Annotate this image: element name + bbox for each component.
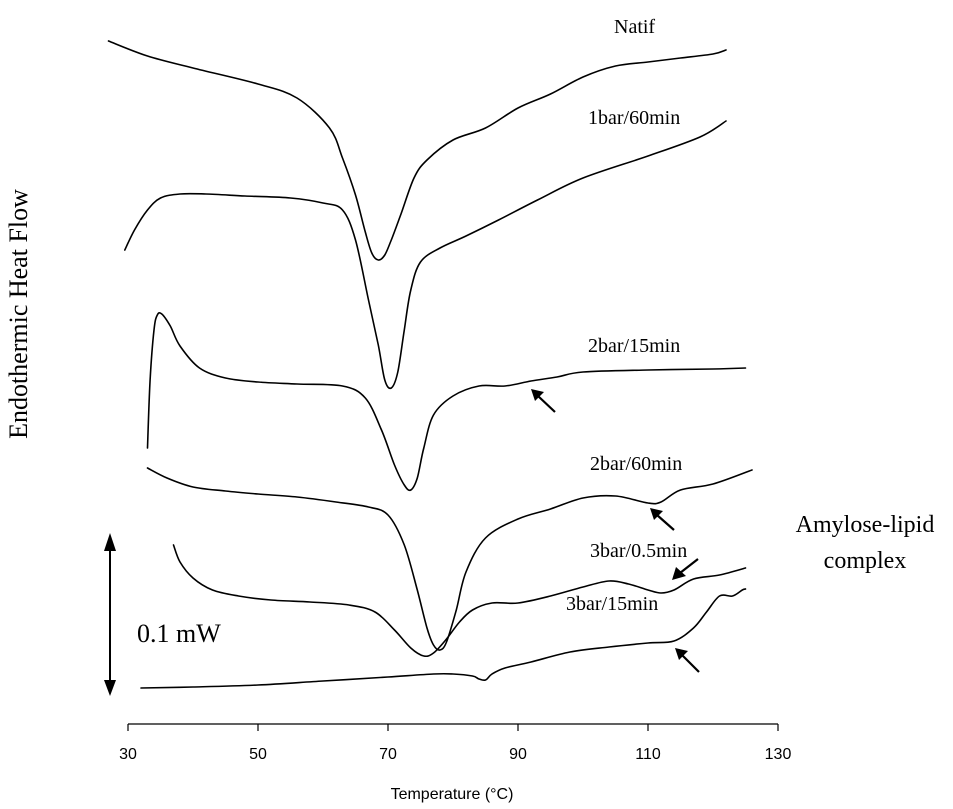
y-axis-title: Endothermic Heat Flow [4,189,33,439]
x-tick-label: 70 [379,746,397,763]
x-axis: 30 50 70 90 110 130 Temperature (°C) [119,723,792,803]
series-label-natif: Natif [614,16,655,38]
curves-group [107,40,753,689]
curve-2bar-15min [146,312,747,492]
x-tick-label: 30 [119,746,137,763]
series-label-3bar-0-5min: 3bar/0.5min [590,540,687,562]
scale-bar-label: 0.1 mW [137,619,221,648]
series-label-2bar-60min: 2bar/60min [590,453,682,475]
curve-3bar-15min [140,588,747,689]
x-tick-label: 90 [509,746,527,763]
annotation-arrows [531,389,700,673]
series-label-3bar-15min: 3bar/15min [566,593,658,615]
series-label-2bar-15min: 2bar/15min [588,335,680,357]
curve-2bar-60min [146,467,753,651]
x-tick-label: 130 [765,746,792,763]
curve-labels: Natif 1bar/60min 2bar/15min 2bar/60min 3… [566,16,687,615]
curve-3bar-0-5min [172,544,747,658]
x-axis-title: Temperature (°C) [391,786,514,803]
annotation-line-2: complex [824,548,907,574]
arrow-3bar-0-5min [672,558,699,580]
series-label-1bar-60min: 1bar/60min [588,107,680,129]
scale-bar [104,533,116,696]
curve-natif [107,40,727,261]
arrow-2bar-15min [531,389,556,413]
x-tick-label: 50 [249,746,267,763]
arrow-3bar-15min [675,648,700,673]
arrow-2bar-60min [650,508,675,531]
curve-1bar-60min [124,120,727,390]
annotation-line-1: Amylose-lipid [796,512,935,538]
x-tick-label: 110 [635,746,661,763]
